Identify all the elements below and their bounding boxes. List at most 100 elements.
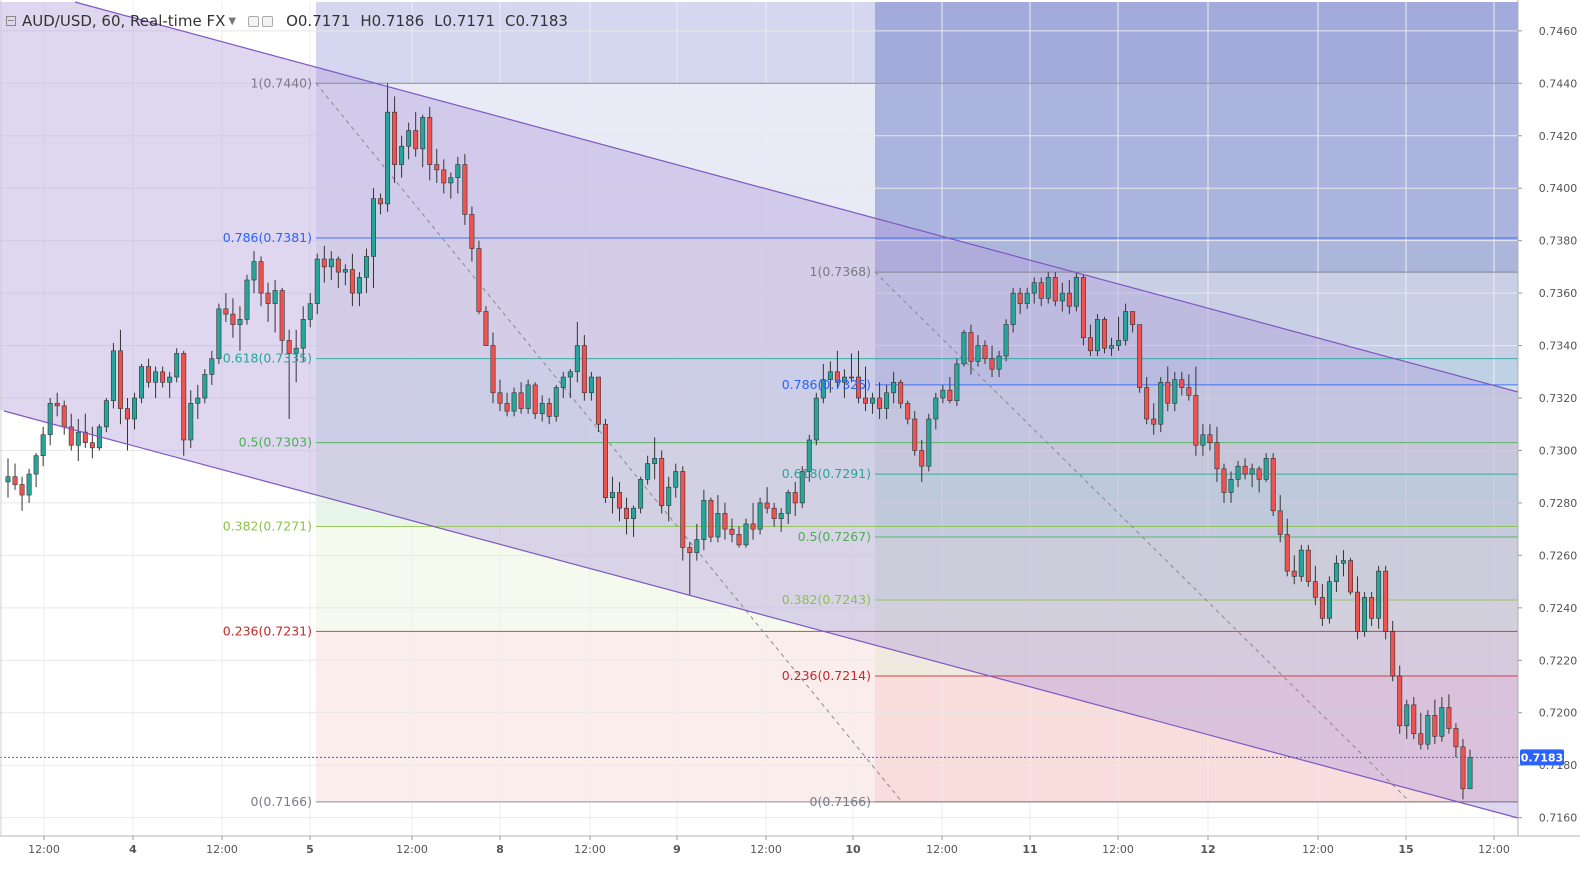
candle-up	[1263, 458, 1269, 480]
candle-up	[26, 473, 32, 496]
candle-down	[708, 500, 714, 538]
symbol-title[interactable]: AUD/USD, 60, Real-time FX	[22, 12, 226, 30]
time-tick-label: 12:00	[1302, 843, 1334, 856]
candle-up	[933, 397, 939, 420]
gear-icon[interactable]	[262, 15, 274, 27]
candle-up	[1003, 324, 1009, 357]
candle-up	[1439, 707, 1445, 737]
fib-zone	[875, 537, 1518, 600]
candle-up	[1116, 340, 1122, 346]
candle-up	[139, 366, 145, 399]
time-tick-label: 12:00	[396, 843, 428, 856]
candle-down	[82, 431, 88, 443]
candle-up	[694, 539, 700, 554]
candle-down	[687, 547, 693, 554]
candle-up	[673, 471, 679, 488]
candle-up	[891, 381, 897, 394]
candle-up	[638, 479, 644, 509]
candle-down	[286, 340, 292, 354]
channel-lines[interactable]	[3, 1, 1519, 819]
candle-up	[356, 277, 362, 294]
candle-down	[223, 308, 229, 315]
candle-up	[40, 434, 46, 457]
candle-up	[167, 376, 173, 383]
candle-up	[1031, 282, 1037, 294]
candle-up	[1200, 434, 1206, 446]
candle-down	[602, 423, 608, 498]
eye-icon[interactable]	[248, 15, 260, 27]
candle-up	[806, 439, 812, 472]
candle-down	[146, 366, 152, 383]
candle-up	[448, 177, 454, 184]
candle-up	[399, 145, 405, 165]
candle-down	[1277, 510, 1283, 535]
fib-trendline	[315, 82, 903, 803]
candle-up	[645, 463, 651, 480]
candle-up	[153, 371, 159, 383]
price-tick-label: 0.7360	[1539, 287, 1578, 300]
collapse-icon[interactable]	[6, 16, 16, 26]
channel-lower-line	[3, 410, 1519, 819]
candle-up	[1172, 379, 1178, 404]
candle-down	[181, 353, 187, 441]
fib-level-label: 0.786(0.7381)	[223, 230, 312, 245]
candle-down	[1284, 534, 1290, 572]
fib-level-label: 0.382(0.7243)	[782, 592, 871, 607]
fib-zone-top	[875, 2, 1518, 273]
candle-up	[1109, 345, 1115, 349]
candle-down	[659, 458, 665, 506]
price-tick-label: 0.7200	[1539, 707, 1578, 720]
candle-up	[1376, 570, 1382, 619]
candle-up	[406, 130, 412, 147]
candle-down	[1418, 733, 1424, 745]
candle-down	[546, 402, 552, 417]
candle-down	[483, 311, 489, 346]
candle-up	[251, 261, 257, 281]
fib-level-label: 0.382(0.7271)	[223, 519, 312, 534]
candle-up	[103, 400, 109, 428]
time-tick-label: 11	[1022, 843, 1037, 856]
candle-down	[581, 345, 587, 394]
price-tick-label: 0.7420	[1539, 130, 1578, 143]
candle-down	[413, 130, 419, 150]
candle-down	[729, 528, 735, 535]
chevron-down-icon[interactable]: ▼	[228, 15, 237, 27]
time-tick-label: 12:00	[1478, 843, 1510, 856]
candle-up	[996, 355, 1002, 370]
candle-down	[617, 492, 622, 509]
candle-up	[743, 523, 749, 546]
candle-up	[202, 374, 208, 399]
fib-zone	[875, 599, 1518, 677]
candle-up	[5, 476, 11, 483]
candle-up	[1298, 549, 1304, 577]
candle-up	[1362, 597, 1368, 632]
candle-down	[19, 484, 25, 496]
fib-zone	[875, 676, 1518, 802]
fib-level-label: 0.5(0.7267)	[798, 529, 871, 544]
candle-down	[912, 418, 918, 451]
close-value: C0.7183	[504, 12, 568, 30]
candle-up	[1010, 292, 1016, 325]
candle-down	[1355, 591, 1361, 632]
candle-down	[595, 376, 601, 425]
ohlc-values: O0.7171 H0.7186 L0.7171 C0.7183	[286, 12, 578, 30]
candle-up	[300, 319, 306, 349]
candle-up	[1235, 465, 1241, 480]
candle-up	[511, 392, 517, 412]
candle-up	[666, 486, 672, 506]
price-tick-label: 0.7440	[1539, 77, 1578, 90]
time-tick-label: 12:00	[1102, 843, 1134, 856]
candle-up	[47, 402, 53, 436]
candle-up	[1404, 704, 1410, 727]
candle-down	[834, 371, 840, 383]
candle-down	[968, 332, 974, 362]
candle-down	[469, 214, 475, 249]
candle-down	[160, 371, 166, 383]
candle-down	[771, 507, 777, 519]
low-value: L0.7171	[434, 12, 495, 30]
candle-up	[848, 376, 854, 379]
time-axis-bg	[0, 836, 1580, 867]
candle-down	[863, 397, 868, 404]
